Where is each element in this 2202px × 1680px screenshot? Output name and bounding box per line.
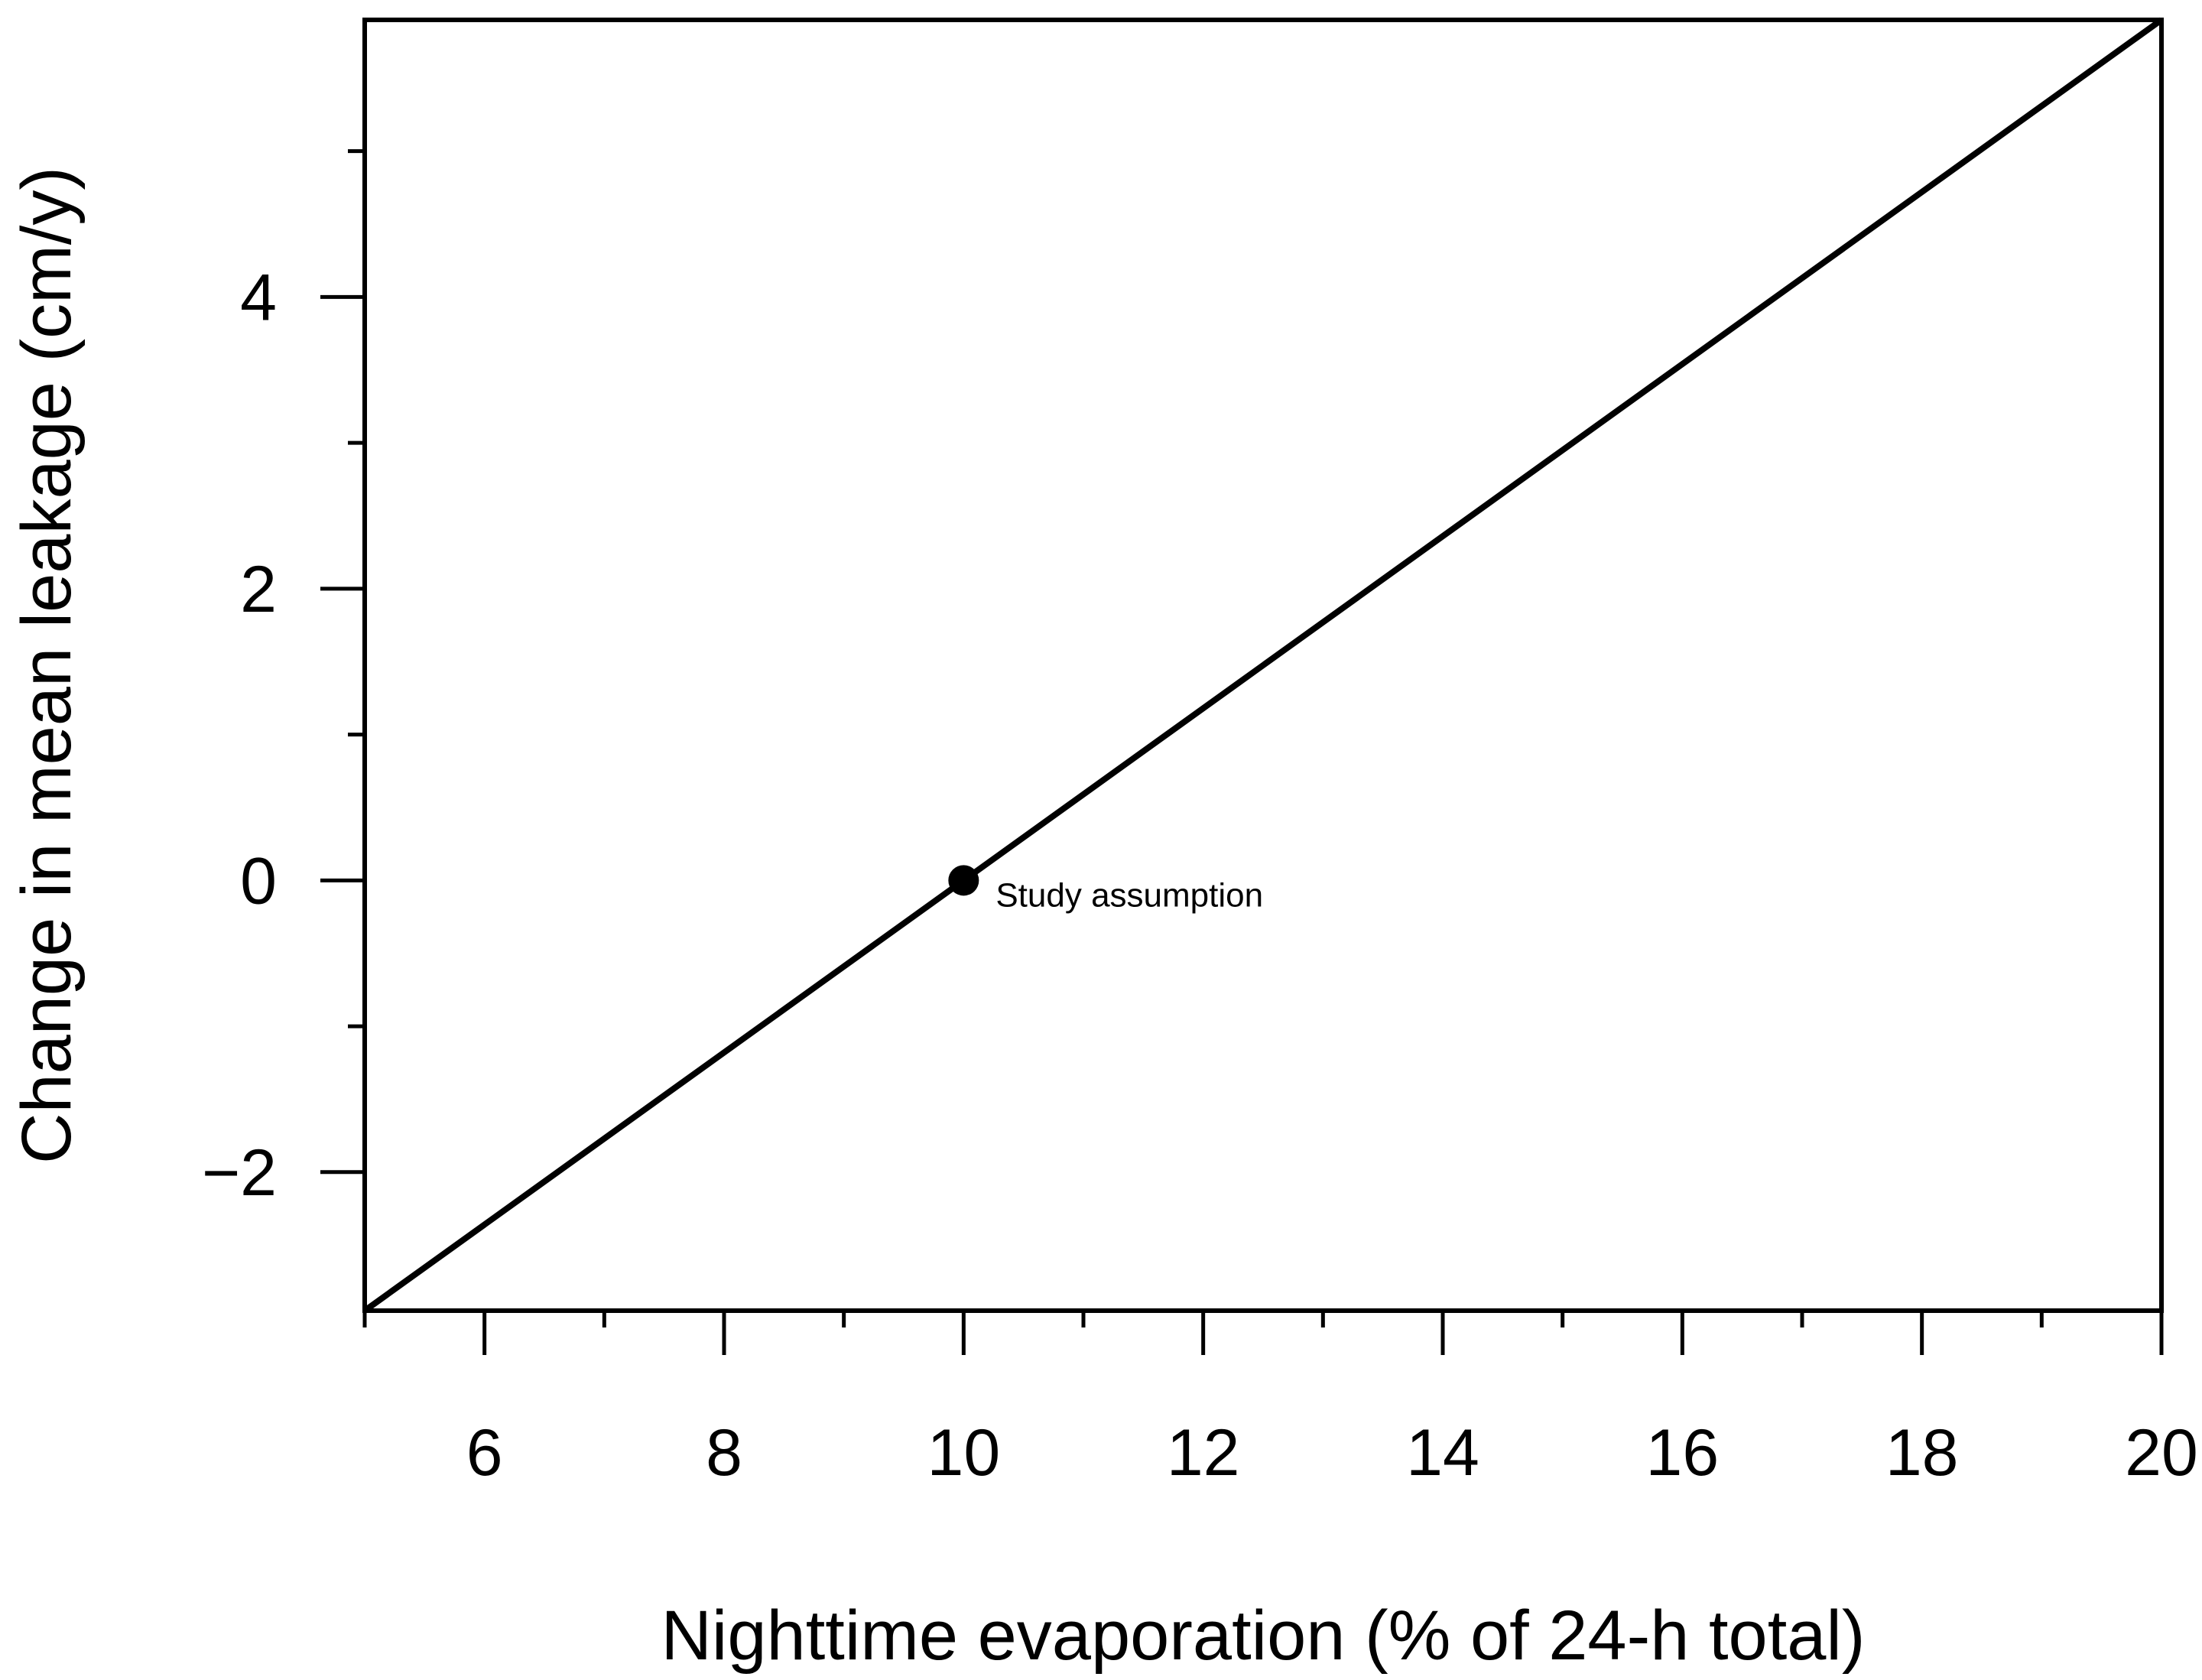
plot-frame	[362, 18, 2164, 1313]
series-line	[362, 17, 2164, 1314]
x-axis: 6 8 10 12 14 16 18 20	[362, 1311, 2198, 1490]
x-tick-label: 6	[466, 1416, 503, 1490]
x-tick-label: 18	[1885, 1416, 1959, 1490]
x-tick-label: 20	[2125, 1416, 2198, 1490]
x-tick-label: 10	[927, 1416, 1000, 1490]
y-tick-label: 4	[240, 261, 277, 334]
x-axis-title: Nighttime evaporation (% of 24-h total)	[661, 1597, 1865, 1675]
y-axis-title: Change in mean leakage (cm/y)	[8, 167, 86, 1164]
x-tick-label: 8	[706, 1416, 742, 1490]
y-axis: −2 0 2 4	[202, 149, 365, 1210]
y-tick-label: 2	[240, 553, 277, 626]
x-tick-label: 14	[1406, 1416, 1479, 1490]
x-tick-label: 16	[1645, 1416, 1719, 1490]
y-tick-label: −2	[202, 1136, 277, 1210]
x-tick-label: 12	[1167, 1416, 1240, 1490]
study-assumption-point	[948, 865, 979, 896]
study-assumption-label: Study assumption	[995, 876, 1263, 914]
y-tick-label: 0	[240, 844, 277, 918]
